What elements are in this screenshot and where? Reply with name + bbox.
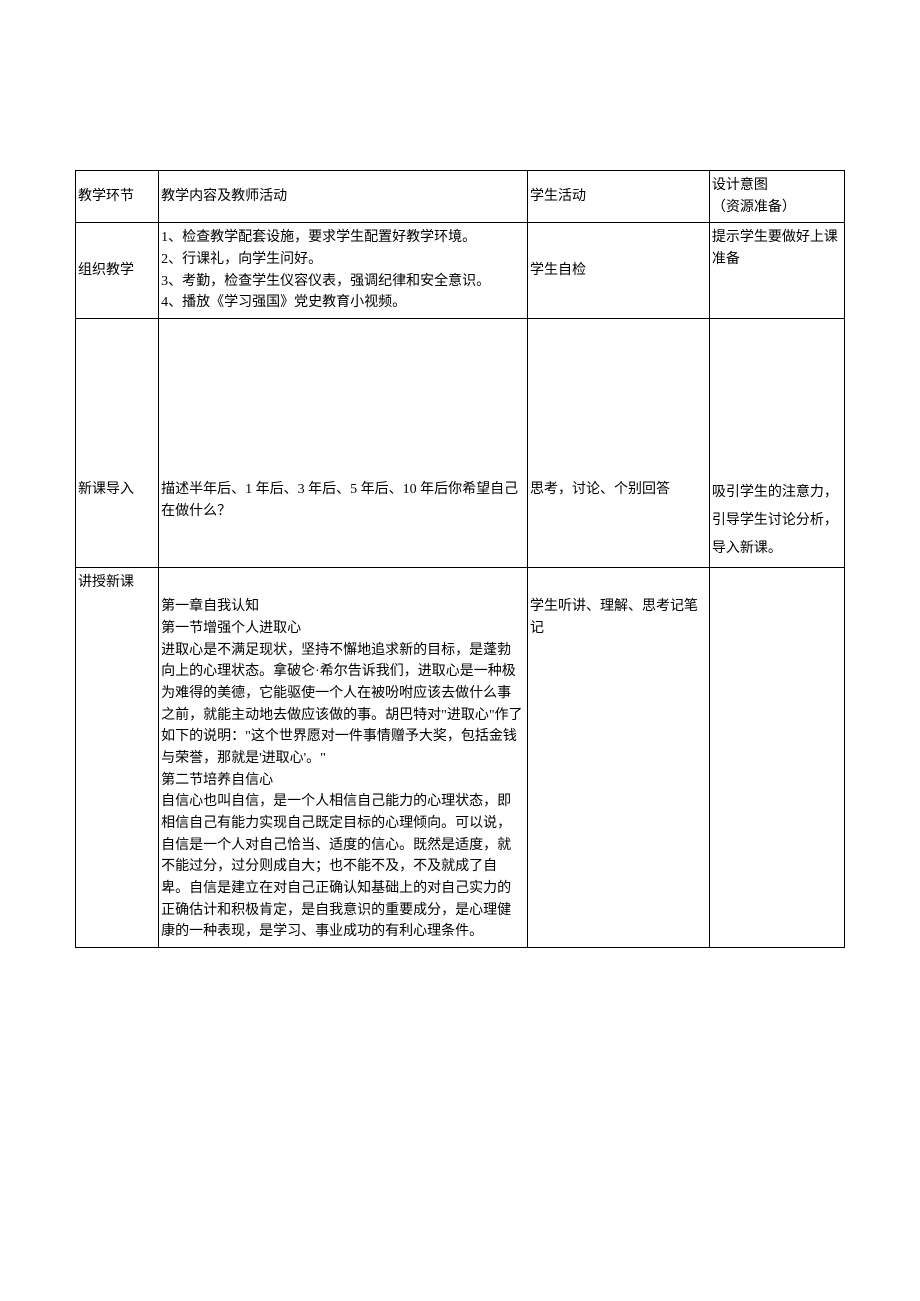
row2-col1: 新课导入 [76, 319, 159, 568]
row1-col1-text: 组织教学 [78, 263, 134, 278]
row1-col1: 组织教学 [76, 223, 159, 319]
header-col3-text: 学生活动 [530, 189, 586, 204]
header-col2-text: 教学内容及教师活动 [161, 189, 287, 204]
row1-col3-text: 学生自检 [530, 263, 586, 278]
row3-col2: 第一章自我认知 第一节增强个人进取心 进取心是不满足现状，坚持不懈地追求新的目标… [159, 568, 528, 948]
row2-col3: 思考，讨论、个别回答 [528, 319, 710, 568]
row1-col2: 1、检查教学配套设施，要求学生配置好教学环境。 2、行课礼，向学生问好。 3、考… [159, 223, 528, 319]
row3-col4 [709, 568, 844, 948]
row3-col2-text: 第一章自我认知 第一节增强个人进取心 进取心是不满足现状，坚持不懈地追求新的目标… [161, 599, 522, 939]
row3-col3: 学生听讲、理解、思考记笔记 [528, 568, 710, 948]
row2-col1-text: 新课导入 [78, 482, 134, 497]
row1-col4: 提示学生要做好上课准备 [709, 223, 844, 319]
row2-col3-text: 思考，讨论、个别回答 [530, 482, 670, 497]
table-row: 讲授新课 第一章自我认知 第一节增强个人进取心 进取心是不满足现状，坚持不懈地追… [76, 568, 845, 948]
table-row: 组织教学 1、检查教学配套设施，要求学生配置好教学环境。 2、行课礼，向学生问好… [76, 223, 845, 319]
table-header-row: 教学环节 教学内容及教师活动 学生活动 设计意图 （资源准备） [76, 171, 845, 223]
table-row: 新课导入 描述半年后、1 年后、3 年后、5 年后、10 年后你希望自己在做什么… [76, 319, 845, 568]
header-col4: 设计意图 （资源准备） [709, 171, 844, 223]
header-col1: 教学环节 [76, 171, 159, 223]
row3-col3-text: 学生听讲、理解、思考记笔记 [530, 599, 698, 636]
row2-col4: 吸引学生的注意力，引导学生讨论分析，导入新课。 [709, 319, 844, 568]
row3-col1: 讲授新课 [76, 568, 159, 948]
row3-col1-text: 讲授新课 [78, 575, 134, 590]
row1-col3: 学生自检 [528, 223, 710, 319]
row2-col4-text: 吸引学生的注意力，引导学生讨论分析，导入新课。 [712, 485, 838, 556]
row2-col2-text: 描述半年后、1 年后、3 年后、5 年后、10 年后你希望自己在做什么？ [161, 482, 518, 519]
row1-col4-text: 提示学生要做好上课准备 [712, 230, 838, 267]
header-col4-text: 设计意图 （资源准备） [712, 178, 796, 215]
row2-col2: 描述半年后、1 年后、3 年后、5 年后、10 年后你希望自己在做什么？ [159, 319, 528, 568]
header-col3: 学生活动 [528, 171, 710, 223]
lesson-plan-table: 教学环节 教学内容及教师活动 学生活动 设计意图 （资源准备） 组织教学 1、检… [75, 170, 845, 948]
header-col1-text: 教学环节 [78, 189, 134, 204]
row1-col2-text: 1、检查教学配套设施，要求学生配置好教学环境。 2、行课礼，向学生问好。 3、考… [161, 230, 490, 310]
header-col2: 教学内容及教师活动 [159, 171, 528, 223]
